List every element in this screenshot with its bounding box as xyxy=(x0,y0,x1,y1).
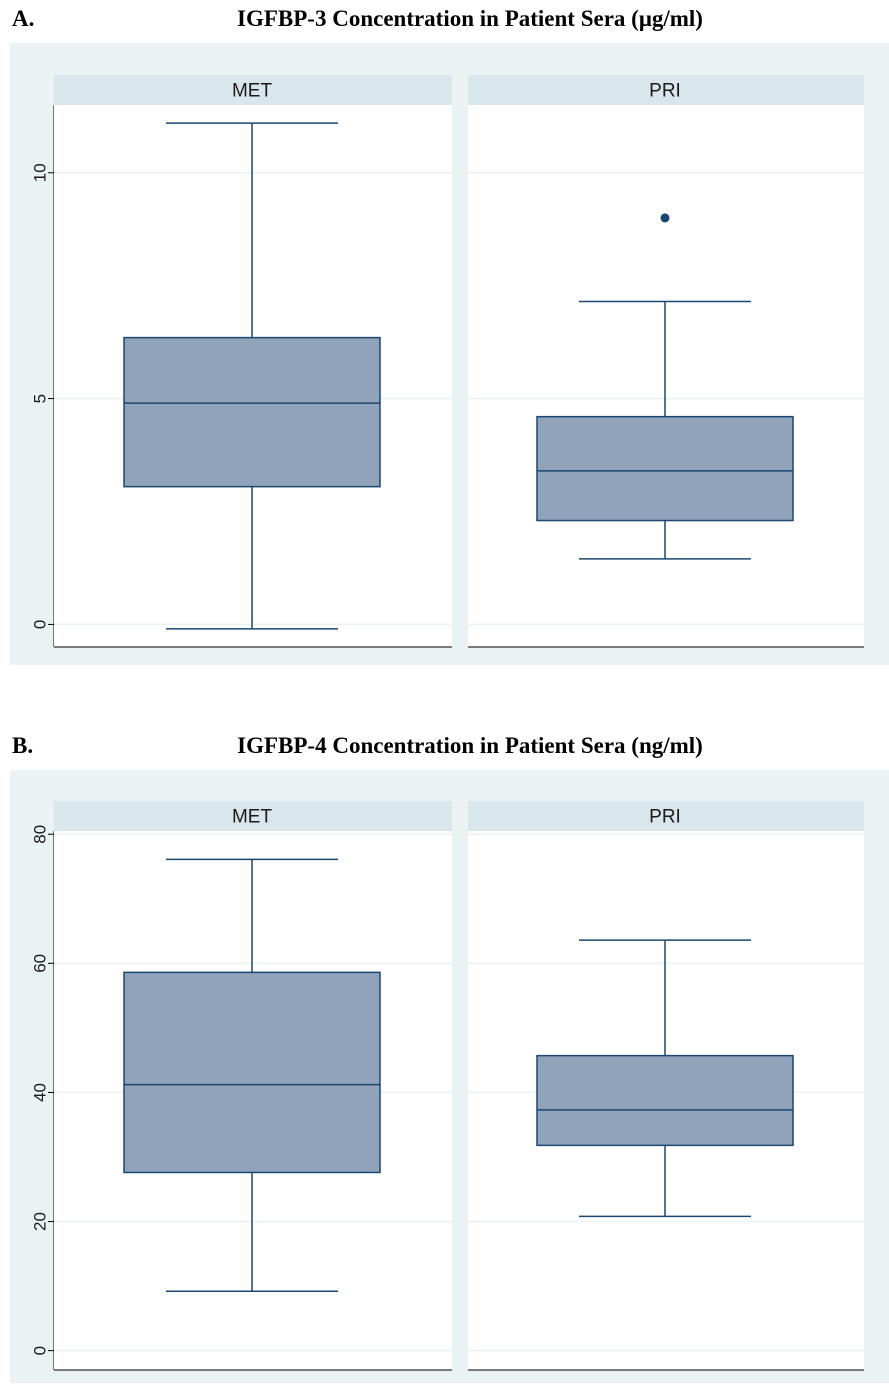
y-tick-label: 20 xyxy=(31,1212,50,1231)
facet-strip-met xyxy=(54,75,452,105)
y-tick-label: 60 xyxy=(31,954,50,973)
y-tick-label: 5 xyxy=(31,394,50,403)
box-met xyxy=(123,971,381,1174)
panel-b-boxplot: 0 20 40 60 80 MET PRI xyxy=(10,770,889,1383)
facet-label-met: MET xyxy=(232,81,273,102)
box-met xyxy=(123,336,381,488)
facet-label-pri: PRI xyxy=(649,807,681,828)
facet-strip-met xyxy=(54,801,452,831)
y-tick-label: 0 xyxy=(31,620,50,629)
y-tick-label: 10 xyxy=(31,163,50,182)
outlier-point xyxy=(660,213,670,223)
box-pri xyxy=(536,415,794,522)
panel-b-title: IGFBP-4 Concentration in Patient Sera (n… xyxy=(237,733,703,758)
facet-plot-area xyxy=(468,105,864,647)
y-tick-label: 80 xyxy=(31,825,50,844)
panel-a-boxplot: 0 5 10 MET PRI xyxy=(10,43,889,665)
facet-label-met: MET xyxy=(232,807,273,828)
y-tick-label: 0 xyxy=(31,1346,50,1355)
facet-label-pri: PRI xyxy=(649,81,681,102)
facet-strip-pri xyxy=(468,75,864,105)
panel-b-letter: B. xyxy=(12,733,34,758)
panel-a-title: IGFBP-3 Concentration in Patient Sera (μ… xyxy=(237,6,703,31)
box-pri xyxy=(536,1054,794,1147)
facet-strip-pri xyxy=(468,801,864,831)
panel-a-letter: A. xyxy=(12,6,35,31)
y-tick-label: 40 xyxy=(31,1083,50,1102)
